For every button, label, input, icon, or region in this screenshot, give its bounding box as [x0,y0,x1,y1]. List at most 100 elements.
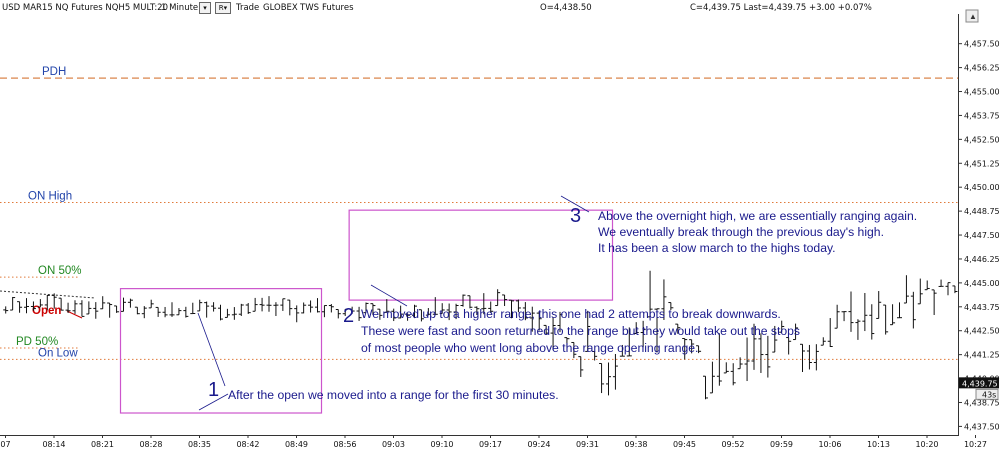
ohlc-bar [897,302,902,319]
r-menu-button[interactable]: R▾ [215,2,231,14]
price-tick-label: 4,453.75 [964,111,1000,120]
price-tick-label: 4,448.75 [964,207,1000,216]
ohlc-bar [633,322,639,335]
ohlc-bar [903,275,909,304]
annotation-3: 3 Above the overnight high, we are essent… [570,205,917,255]
price-tick-label: 4,456.25 [964,64,1000,73]
price-axis: 4,457.50 4,456.25 4,455.00 4,453.75 4,452.50… [958,9,1000,436]
ohlc-bar [876,291,882,319]
symbol-label: USD MAR15 NQ Futures NQH5 MULT:20 [2,3,168,13]
trade-label[interactable]: Trade [236,3,260,13]
ohlc-bar [474,306,480,315]
annotation-text: We eventually break through the previous… [598,225,884,239]
ohlc-bar [162,306,168,318]
ohlc-bar [834,304,840,329]
time-tick-label: 09:17 [479,440,502,449]
ohlc-bar [502,294,508,307]
price-tick-label: 4,446.25 [964,255,1000,264]
annotation-text: It has been a slow march to the highs to… [598,241,836,255]
open-price-readout: O=4,438.50 [540,3,592,13]
ohlc-bar [848,291,854,332]
ohlc-bar [689,339,695,354]
ohlc-bar [654,308,660,353]
price-tick-label: 4,438.75 [964,398,1000,407]
arrow-up-icon: ▲ [969,12,977,21]
last-price-tag-label: 4,439.75 [962,379,998,388]
time-tick-label: 10:06 [818,440,841,449]
ohlc-bar [682,338,688,360]
ohlc-bar [619,344,625,357]
ohlc-bar [952,285,958,294]
ohlc-bar [495,289,501,307]
scroll-up-button[interactable] [965,9,979,23]
tws-label: TWS [300,3,319,13]
ohlc-bar [488,301,494,314]
time-tick-label: 08:28 [139,440,162,449]
ohlc-bar [377,308,383,320]
level-label: ON High [28,191,72,203]
ohlc-bar [772,325,778,353]
time-remaining-label: 43s [982,390,996,399]
ohlc-bar [308,300,314,313]
ohlc-bar [744,337,750,382]
time-tick-label: 09:59 [770,440,793,449]
ohlc-bar [224,308,230,318]
annotation-text: Above the overnight high, we are essenti… [598,209,917,223]
price-tick-label: 4,455.00 [964,88,1000,97]
ohlc-bar [252,297,258,312]
price-tick-label: 4,451.25 [964,159,1000,168]
time-tick-label: 10:27 [964,440,987,449]
price-tick-label: 4,447.50 [964,231,1000,240]
ohlc-bar [328,304,334,313]
ohlc-bar [668,302,674,311]
annotation-number: 2 [343,305,354,327]
ohlc-bar [349,306,355,314]
ohlc-bar [716,333,722,386]
time-tick-label: 10:13 [867,440,890,449]
price-tick-label: 4,452.50 [964,135,1000,144]
ohlc-bar [883,304,889,335]
ohlc-bar [65,302,71,313]
ohlc-bar [321,305,327,318]
annotation-pointer [370,284,408,307]
ohlc-bar [862,292,868,332]
ohlc-bar [134,306,140,315]
ohlc-bar [675,323,681,334]
ohlc-bar [10,296,16,311]
level-label: On Low [38,347,78,359]
ohlc-bar [515,299,521,313]
ohlc-bar [446,303,452,321]
interval-label: 1 Minute [161,3,199,13]
time-remaining-tag [975,388,999,400]
exchange-label: GLOBEX [263,3,298,13]
annotation-text: of most people who went long above the r… [361,341,698,355]
open-label: Open [32,305,61,317]
interval-dropdown-button[interactable]: ▾ [199,2,211,14]
open-arrow [66,310,83,319]
ohlc-bar [481,293,487,315]
ohlc-bar [3,306,9,314]
ohlc-bar [398,305,404,319]
time-tick-label: 08:49 [285,440,308,449]
ohlc-bar [827,318,833,347]
ohlc-bar [176,308,182,316]
ohlc-bar [765,335,771,378]
time-tick-label: 08:14 [42,440,65,449]
ohlc-bar [786,337,792,355]
annotation-text: These were fast and soon returned to the… [361,324,800,338]
ohlc-bar [93,302,99,319]
ohlc-bar [155,306,161,317]
ohlc-bar [703,375,708,400]
level-lines: PDH ON High ON 50% PD 50%On Low Open [0,66,958,360]
level-label: PD 50% [16,336,58,348]
ohlc-bar [100,296,106,310]
ohlc-bar [231,307,237,320]
ohlc-bar [806,344,812,370]
ohlc-bar [238,303,244,316]
ohlc-bar [370,303,376,315]
range-boxes [119,209,614,414]
annotation-2: 2 We moved up to a higher range, this one… [343,305,800,355]
ohlc-bar [51,293,57,309]
annotation-text: We moved up to a higher range, this one … [361,307,781,321]
